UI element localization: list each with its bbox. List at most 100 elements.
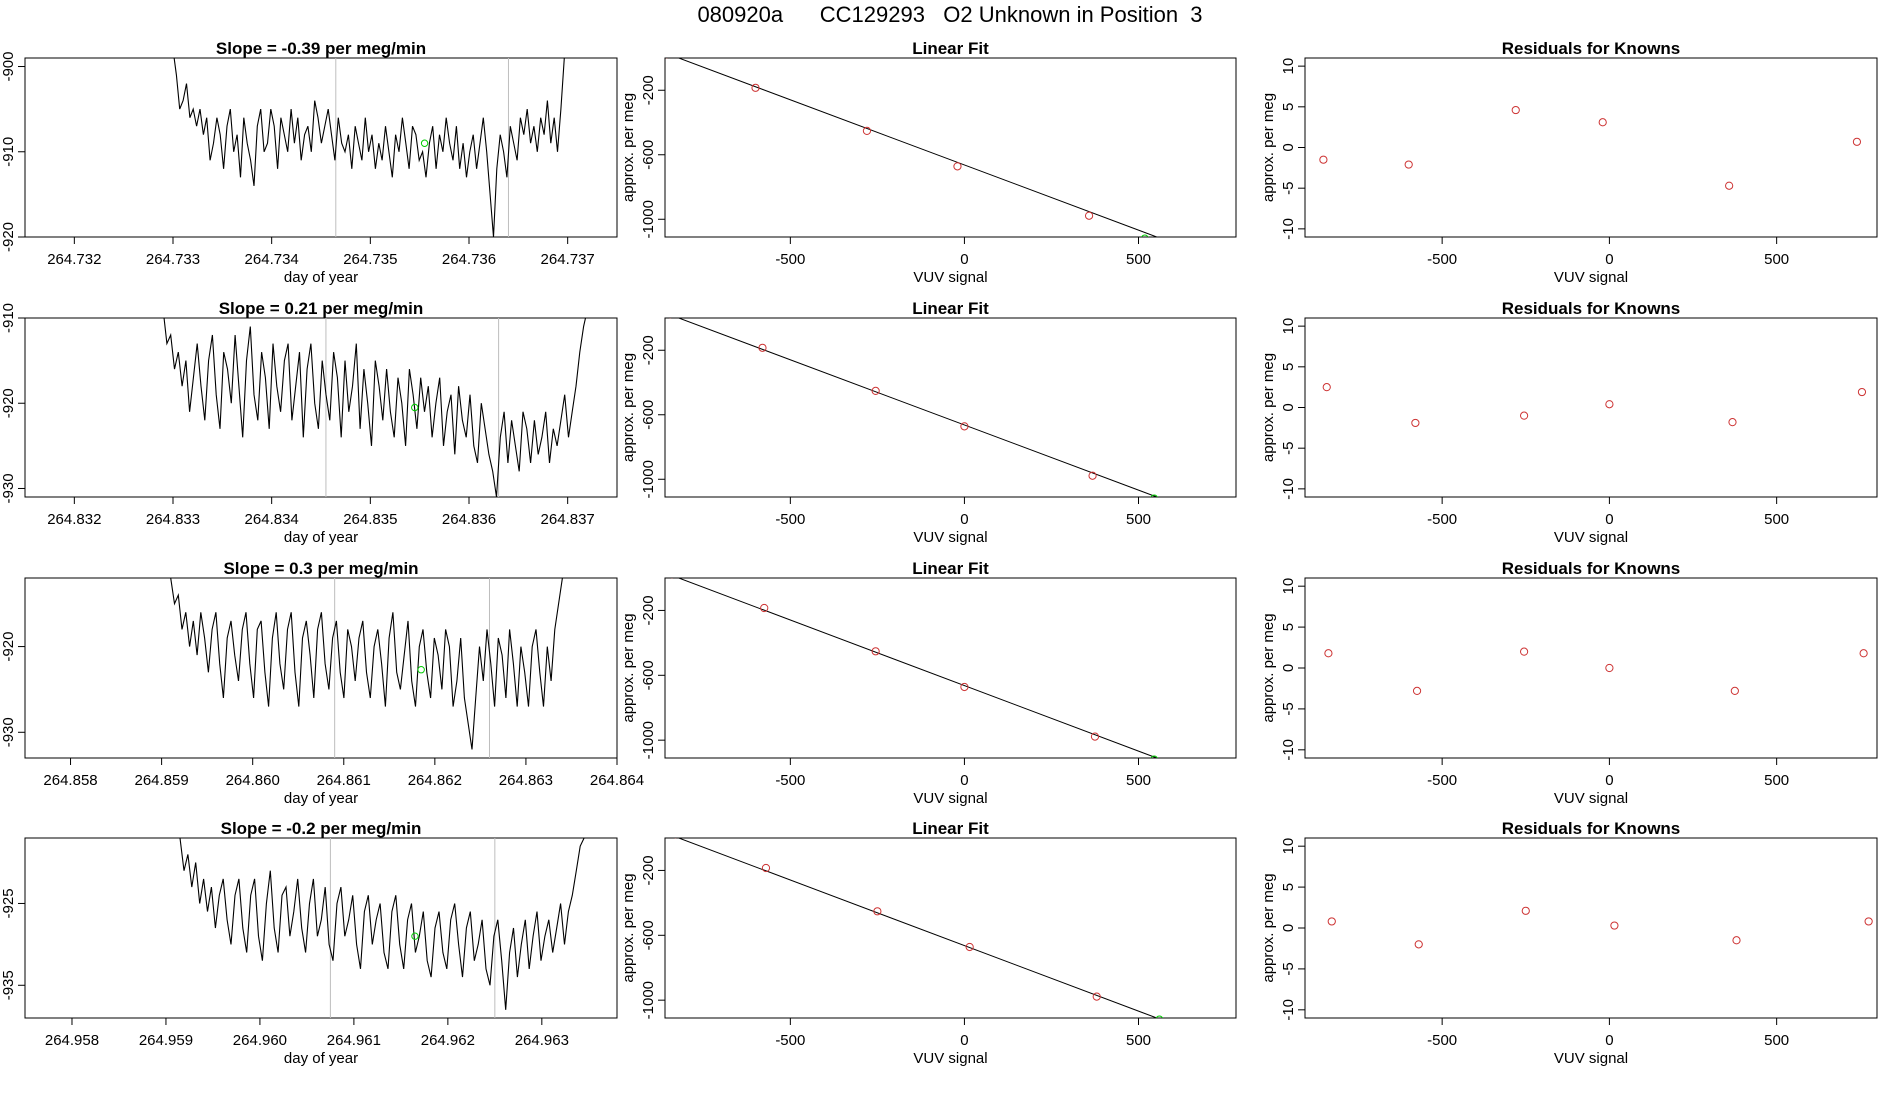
- plot-frame: [24, 577, 618, 759]
- known-point: [751, 83, 760, 92]
- x-axis-label: VUV signal: [913, 790, 987, 807]
- time-series-3: Slope = 0.3 per meg/min 264.858 264.859 264…: [0, 559, 644, 807]
- y-tick-label: -200: [640, 595, 657, 625]
- residual-point: [1859, 649, 1868, 658]
- residual-point: [1864, 917, 1873, 926]
- residual-point: [1605, 400, 1614, 409]
- y-tick-label: -925: [0, 888, 17, 918]
- x-tick-label: 264.863: [499, 772, 553, 789]
- x-tick-label: 0: [1605, 772, 1613, 789]
- plot-frame: [664, 57, 1237, 238]
- x-tick-label: 500: [1764, 511, 1789, 528]
- residual-point: [1730, 686, 1739, 696]
- y-tick-label: 10: [1280, 58, 1297, 75]
- chart-title: Linear Fit: [912, 819, 989, 838]
- plot-frame: [664, 317, 1237, 498]
- plot-frame: [1304, 577, 1878, 759]
- plot-area: [674, 838, 1238, 1051]
- x-tick-label: 500: [1126, 251, 1151, 268]
- known-point: [1218, 263, 1225, 270]
- residual-point: [1324, 649, 1333, 658]
- known-point: [953, 162, 962, 171]
- residual-point: [1519, 647, 1529, 656]
- known-point: [960, 682, 969, 692]
- y-tick-label: -1000: [640, 460, 657, 498]
- known-point: [862, 126, 872, 135]
- series-line: [179, 838, 585, 1010]
- y-tick-label: -920: [0, 632, 17, 662]
- y-tick-label: -5: [1280, 442, 1297, 455]
- x-tick-label: -500: [775, 772, 805, 789]
- unknown-point: [1150, 755, 1158, 758]
- y-tick-label: 5: [1280, 623, 1297, 631]
- residual-point: [1605, 663, 1614, 673]
- x-tick-label: 264.836: [442, 511, 496, 528]
- x-axis-label: VUV signal: [1554, 529, 1628, 546]
- x-tick-label: 264.834: [245, 511, 299, 528]
- y-tick-label: -200: [640, 855, 657, 885]
- time-series-1: Slope = -0.39 per meg/min 264.732 264.733 2…: [0, 39, 618, 286]
- chart-title: Residuals for Knowns: [1502, 819, 1681, 838]
- plot-area: [1322, 383, 1867, 428]
- y-tick-label: -200: [640, 75, 657, 105]
- known-point: [1092, 992, 1101, 1001]
- linear-fit-2: Linear Fit -500 0 500 -200 -600 -1000 VUV signa…: [620, 299, 1237, 546]
- x-tick-label: 264.962: [421, 1032, 475, 1049]
- x-tick-label: 500: [1126, 1032, 1151, 1049]
- x-tick-label: -500: [1427, 251, 1457, 268]
- y-axis-label: approx. per meg: [1260, 353, 1277, 462]
- unknown-point: [1155, 1015, 1164, 1018]
- chart-title: Linear Fit: [912, 299, 989, 318]
- y-axis-label: approx. per meg: [620, 353, 637, 462]
- x-axis-label: VUV signal: [913, 1050, 987, 1067]
- known-point: [1088, 471, 1097, 480]
- plot-frame: [664, 577, 1237, 759]
- known-point: [960, 422, 969, 431]
- known-point: [760, 603, 769, 613]
- plot-area: [1324, 647, 1868, 696]
- x-axis-label: VUV signal: [1554, 269, 1628, 286]
- residual-point: [1412, 686, 1422, 696]
- y-tick-label: -1000: [640, 200, 657, 238]
- residual-point: [1728, 418, 1737, 427]
- x-tick-label: 264.837: [541, 511, 595, 528]
- residuals-2: Residuals for Knowns -500 0 500 10 5 0 -5 -10 VUV…: [1260, 299, 1878, 546]
- chart-title: Linear Fit: [912, 559, 989, 578]
- x-tick-label: 264.736: [442, 251, 496, 268]
- x-tick-label: -500: [1427, 1032, 1457, 1049]
- residuals-1: Residuals for Knowns -500 0 500 10 5 0 -5 -10 VUV…: [1260, 39, 1878, 286]
- x-tick-label: -500: [775, 251, 805, 268]
- x-tick-label: 0: [1605, 251, 1613, 268]
- x-axis-label: VUV signal: [913, 269, 987, 286]
- y-tick-label: 5: [1280, 363, 1297, 371]
- x-tick-label: 500: [1126, 772, 1151, 789]
- linear-fit-3: Linear Fit -500 0 500 -200 -600 -1000 VUV signa…: [620, 559, 1237, 807]
- chart-title: Slope = 0.3 per meg/min: [223, 559, 418, 578]
- time-series-4: Slope = -0.2 per meg/min 264.958 264.959 26…: [0, 819, 618, 1067]
- y-tick-label: -10: [1280, 739, 1297, 761]
- residuals-3: Residuals for Knowns -500 0 500 10 5 0 -5 -10 VUV…: [1260, 559, 1878, 807]
- residual-point: [1725, 181, 1734, 190]
- y-tick-label: 5: [1280, 103, 1297, 111]
- y-axis-label: approx. per meg: [1260, 93, 1277, 202]
- x-tick-label: 264.862: [408, 772, 462, 789]
- plot-frame: [664, 837, 1237, 1019]
- x-tick-label: 0: [1605, 511, 1613, 528]
- known-point: [873, 907, 882, 916]
- time-series-2: Slope = 0.21 per meg/min 264.832 264.833 26…: [0, 299, 618, 546]
- known-point: [1231, 1044, 1238, 1051]
- y-tick-label: -5: [1280, 962, 1297, 975]
- y-tick-label: 5: [1280, 883, 1297, 891]
- residual-point: [1319, 155, 1328, 164]
- residual-point: [1519, 411, 1529, 420]
- y-tick-label: 10: [1280, 318, 1297, 335]
- plot-frame: [24, 57, 618, 238]
- x-tick-label: -500: [1427, 772, 1457, 789]
- known-point: [674, 838, 677, 839]
- x-tick-label: 264.963: [515, 1032, 569, 1049]
- plot-frame: [1304, 837, 1878, 1019]
- x-tick-label: 264.861: [317, 772, 371, 789]
- linear-fit-1: Linear Fit -500 0 500 -200 -600 -1000 VUV signa…: [620, 39, 1237, 286]
- y-tick-label: -600: [640, 660, 657, 690]
